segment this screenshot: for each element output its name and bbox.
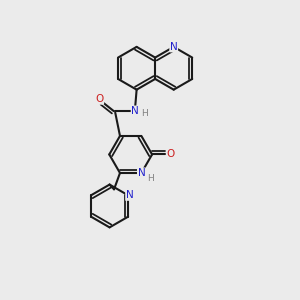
Text: O: O [167,149,175,160]
Text: H: H [147,174,154,183]
Text: N: N [170,42,178,52]
Text: N: N [131,106,139,116]
Text: N: N [137,168,145,178]
Text: O: O [95,94,104,104]
Text: N: N [126,190,134,200]
Text: H: H [141,109,148,118]
